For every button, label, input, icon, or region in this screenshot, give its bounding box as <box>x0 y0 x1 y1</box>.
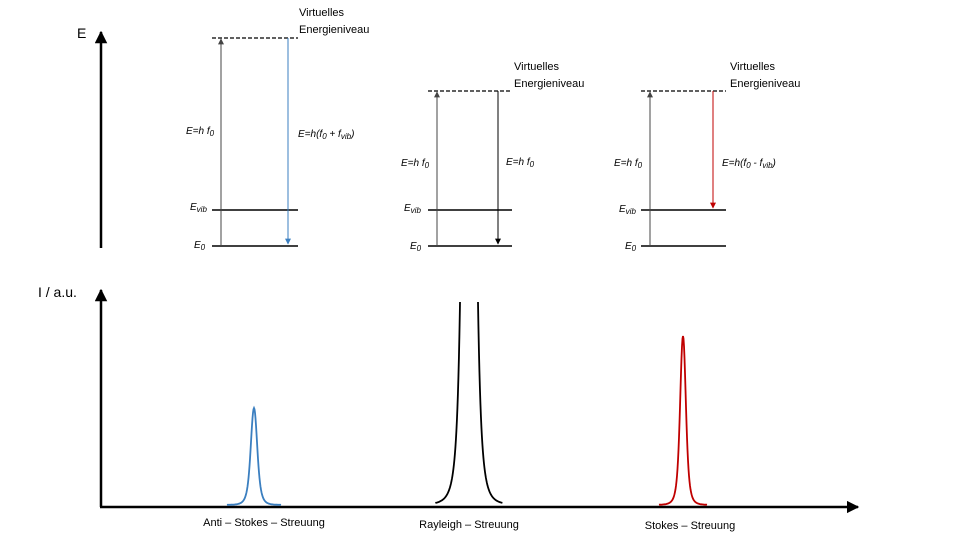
vib-level-label: Evib <box>190 202 207 214</box>
vib-level-label-part: E <box>190 202 197 213</box>
vib-level-label-part: vib <box>197 205 208 214</box>
spectrum-peak <box>226 405 282 506</box>
virtual-level-label: Energieniveau <box>514 78 584 90</box>
peak-label: Stokes – Streuung <box>645 520 736 532</box>
excitation-label-part: E=h f <box>401 158 426 169</box>
emission-label-part: 0 <box>746 161 751 170</box>
excitation-label: E=h f0 <box>186 126 215 138</box>
vib-level-label-part: vib <box>626 207 637 216</box>
vib-level-label: Evib <box>404 203 421 215</box>
virtual-level-label: Virtuelles <box>299 7 345 19</box>
emission-label-part: ) <box>772 158 776 169</box>
vib-level-label: Evib <box>619 204 636 216</box>
ground-level-label-part: E <box>625 241 632 252</box>
vib-level-label-part: E <box>619 204 626 215</box>
excitation-label-part: 0 <box>425 161 430 170</box>
emission-label-part: E=h(f <box>298 129 323 140</box>
ground-level-label: E0 <box>194 240 206 252</box>
emission-label-part: vib <box>341 132 352 141</box>
virtual-level-label: Energieniveau <box>299 24 369 36</box>
emission-label-part: - f <box>751 158 764 169</box>
emission-label-part: vib <box>762 161 773 170</box>
virtual-level-label: Energieniveau <box>730 78 800 90</box>
ground-level-label-part: E <box>194 240 201 251</box>
virtual-level-label: Virtuelles <box>514 61 560 73</box>
emission-label: E=h(f0 + fvib) <box>298 129 354 141</box>
ground-level-label-part: E <box>410 241 417 252</box>
emission-label-part: E=h f <box>506 157 531 168</box>
emission-label-part: E=h(f <box>722 158 747 169</box>
excitation-label: E=h f0 <box>614 158 643 170</box>
excitation-label: E=h f0 <box>401 158 430 170</box>
emission-label-part: 0 <box>322 132 327 141</box>
spectrum-peak <box>435 302 503 504</box>
ground-level-label: E0 <box>410 241 422 253</box>
intensity-axis-label: I / a.u. <box>38 284 77 300</box>
peak-label: Rayleigh – Streuung <box>419 519 519 531</box>
excitation-label-part: E=h f <box>614 158 639 169</box>
peak-label: Anti – Stokes – Streuung <box>203 517 325 529</box>
ground-level-label-part: 0 <box>632 244 637 253</box>
spectrum-peak <box>658 335 708 506</box>
emission-label-part: 0 <box>530 160 535 169</box>
vib-level-label-part: vib <box>411 206 422 215</box>
emission-label-part: ) <box>350 129 354 140</box>
energy-axis-label: E <box>77 25 86 41</box>
emission-label: E=h f0 <box>506 157 535 169</box>
ground-level-label-part: 0 <box>201 243 206 252</box>
emission-label-part: + f <box>327 129 342 140</box>
excitation-label-part: 0 <box>638 161 643 170</box>
ground-level-label-part: 0 <box>417 244 422 253</box>
excitation-label-part: E=h f <box>186 126 211 137</box>
emission-label: E=h(f0 - fvib) <box>722 158 776 170</box>
ground-level-label: E0 <box>625 241 637 253</box>
vib-level-label-part: E <box>404 203 411 214</box>
excitation-label-part: 0 <box>210 129 215 138</box>
virtual-level-label: Virtuelles <box>730 61 776 73</box>
